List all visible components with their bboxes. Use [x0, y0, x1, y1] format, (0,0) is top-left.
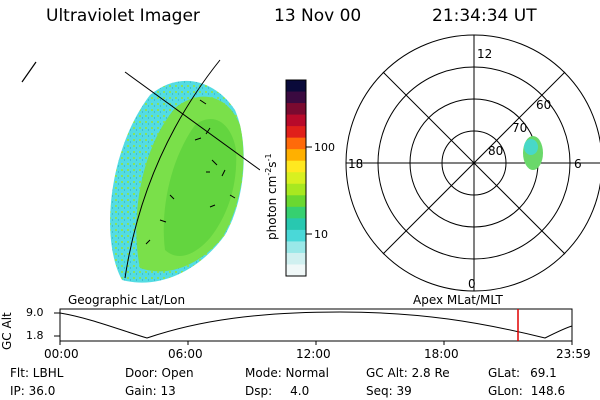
colorbar-stripe: [286, 264, 306, 277]
ip-status: IP: 36.0: [10, 384, 56, 398]
lat-label-70: 70: [512, 121, 527, 135]
lon-line: [124, 71, 260, 171]
colorbar-stripe: [286, 252, 306, 265]
gain-status: Gain: 13: [125, 384, 176, 398]
x-tick-0600: 06:00: [168, 347, 203, 361]
timeline-y-label: GC Alt: [0, 312, 14, 350]
x-tick-1800: 18:00: [424, 347, 459, 361]
x-tick-1200: 12:00: [296, 347, 331, 361]
colorbar-stripe: [286, 91, 306, 104]
time-label: 21:34:34 UT: [432, 6, 537, 26]
date-label: 13 Nov 00: [274, 6, 362, 26]
colorbar-stripe: [286, 126, 306, 139]
instrument-title: Ultraviolet Imager: [46, 6, 200, 26]
colorbar-stripe: [286, 80, 306, 93]
colorbar-stripe: [286, 183, 306, 196]
colorbar-stripe: [286, 195, 306, 208]
altitude-curve: [59, 311, 573, 339]
mode-status: Mode: Normal: [245, 366, 329, 380]
geographic-label: Geographic Lat/Lon: [68, 293, 186, 307]
colorbar-stripe: [286, 229, 306, 242]
door-status: Door: Open: [125, 366, 194, 380]
colorbar-stripe: [286, 137, 306, 150]
x-tick-0000: 00:00: [44, 347, 79, 361]
colorbar-stripe: [286, 218, 306, 231]
colorbar-stripe: [286, 114, 306, 127]
apex-label: Apex MLat/MLT: [413, 293, 503, 307]
lat-label-60: 60: [536, 98, 551, 112]
mlt-label-18: 18: [348, 157, 363, 171]
colorbar-tick-100: 100: [314, 141, 335, 154]
colorbar-stripe: [286, 149, 306, 162]
colorbar-stripe: [286, 206, 306, 219]
colorbar-stripe: [286, 160, 306, 173]
seq-status: Seq: 39: [366, 384, 412, 398]
glon-status: GLon: 148.6: [488, 384, 566, 398]
colorbar-stripe: [286, 241, 306, 254]
filter-status: Flt: LBHL: [10, 366, 64, 380]
mlt-label-12: 12: [477, 47, 492, 61]
colorbar-tick-10: 10: [314, 228, 328, 241]
mlt-label-6: 6: [574, 157, 582, 171]
mlt-label-0: 0: [468, 277, 476, 291]
y-tick-1-8: 1.8: [26, 329, 44, 342]
glat-status: GLat: 69.1: [488, 366, 557, 380]
dsp-status: Dsp: 4.0: [245, 384, 310, 398]
y-tick-9: 9.0: [26, 306, 44, 319]
coast-line: [124, 59, 221, 279]
lat-label-80: 80: [488, 144, 503, 158]
colorbar-stripe: [286, 103, 306, 116]
colorbar-stripe: [286, 172, 306, 185]
gc-alt-status: GC Alt: 2.8 Re: [366, 366, 450, 380]
x-tick-2359: 23:59: [556, 347, 591, 361]
colorbar-unit-label: photon cm-2s-1: [264, 153, 279, 240]
